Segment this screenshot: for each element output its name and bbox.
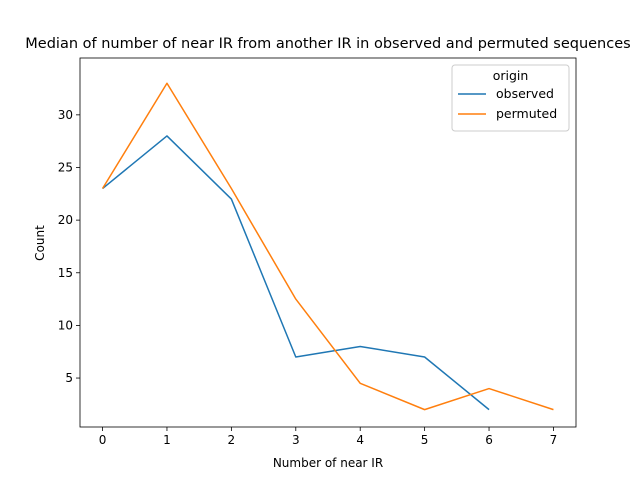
x-axis-label: Number of near IR bbox=[273, 456, 383, 470]
x-tick-label: 2 bbox=[228, 433, 236, 447]
y-tick-label: 10 bbox=[58, 318, 73, 332]
y-tick-label: 30 bbox=[58, 108, 73, 122]
y-axis-label: Count bbox=[33, 225, 47, 261]
x-tick-label: 3 bbox=[292, 433, 300, 447]
y-tick-label: 5 bbox=[65, 371, 73, 385]
x-tick-label: 0 bbox=[99, 433, 107, 447]
x-tick-label: 4 bbox=[356, 433, 364, 447]
y-tick-label: 15 bbox=[58, 266, 73, 280]
axes-frame bbox=[79, 57, 577, 428]
series-line-permuted bbox=[101, 82, 554, 411]
legend-title: origin bbox=[493, 68, 529, 83]
legend: origin observed permuted bbox=[451, 64, 570, 132]
x-tick-label: 5 bbox=[421, 433, 429, 447]
x-tick-label: 6 bbox=[485, 433, 493, 447]
x-axis: 0 1 2 3 4 5 6 7 bbox=[99, 427, 558, 447]
legend-label-permuted: permuted bbox=[496, 106, 557, 121]
y-tick-label: 25 bbox=[58, 160, 73, 174]
series-lines bbox=[101, 82, 554, 411]
y-axis: 5 10 15 20 25 30 bbox=[58, 108, 80, 385]
x-tick-label: 1 bbox=[163, 433, 171, 447]
legend-label-observed: observed bbox=[496, 86, 554, 101]
y-tick-label: 20 bbox=[58, 213, 73, 227]
chart-title: Median of number of near IR from another… bbox=[25, 36, 630, 52]
x-tick-label: 7 bbox=[550, 433, 558, 447]
plot-area bbox=[79, 57, 577, 428]
series-line-observed bbox=[102, 135, 490, 411]
